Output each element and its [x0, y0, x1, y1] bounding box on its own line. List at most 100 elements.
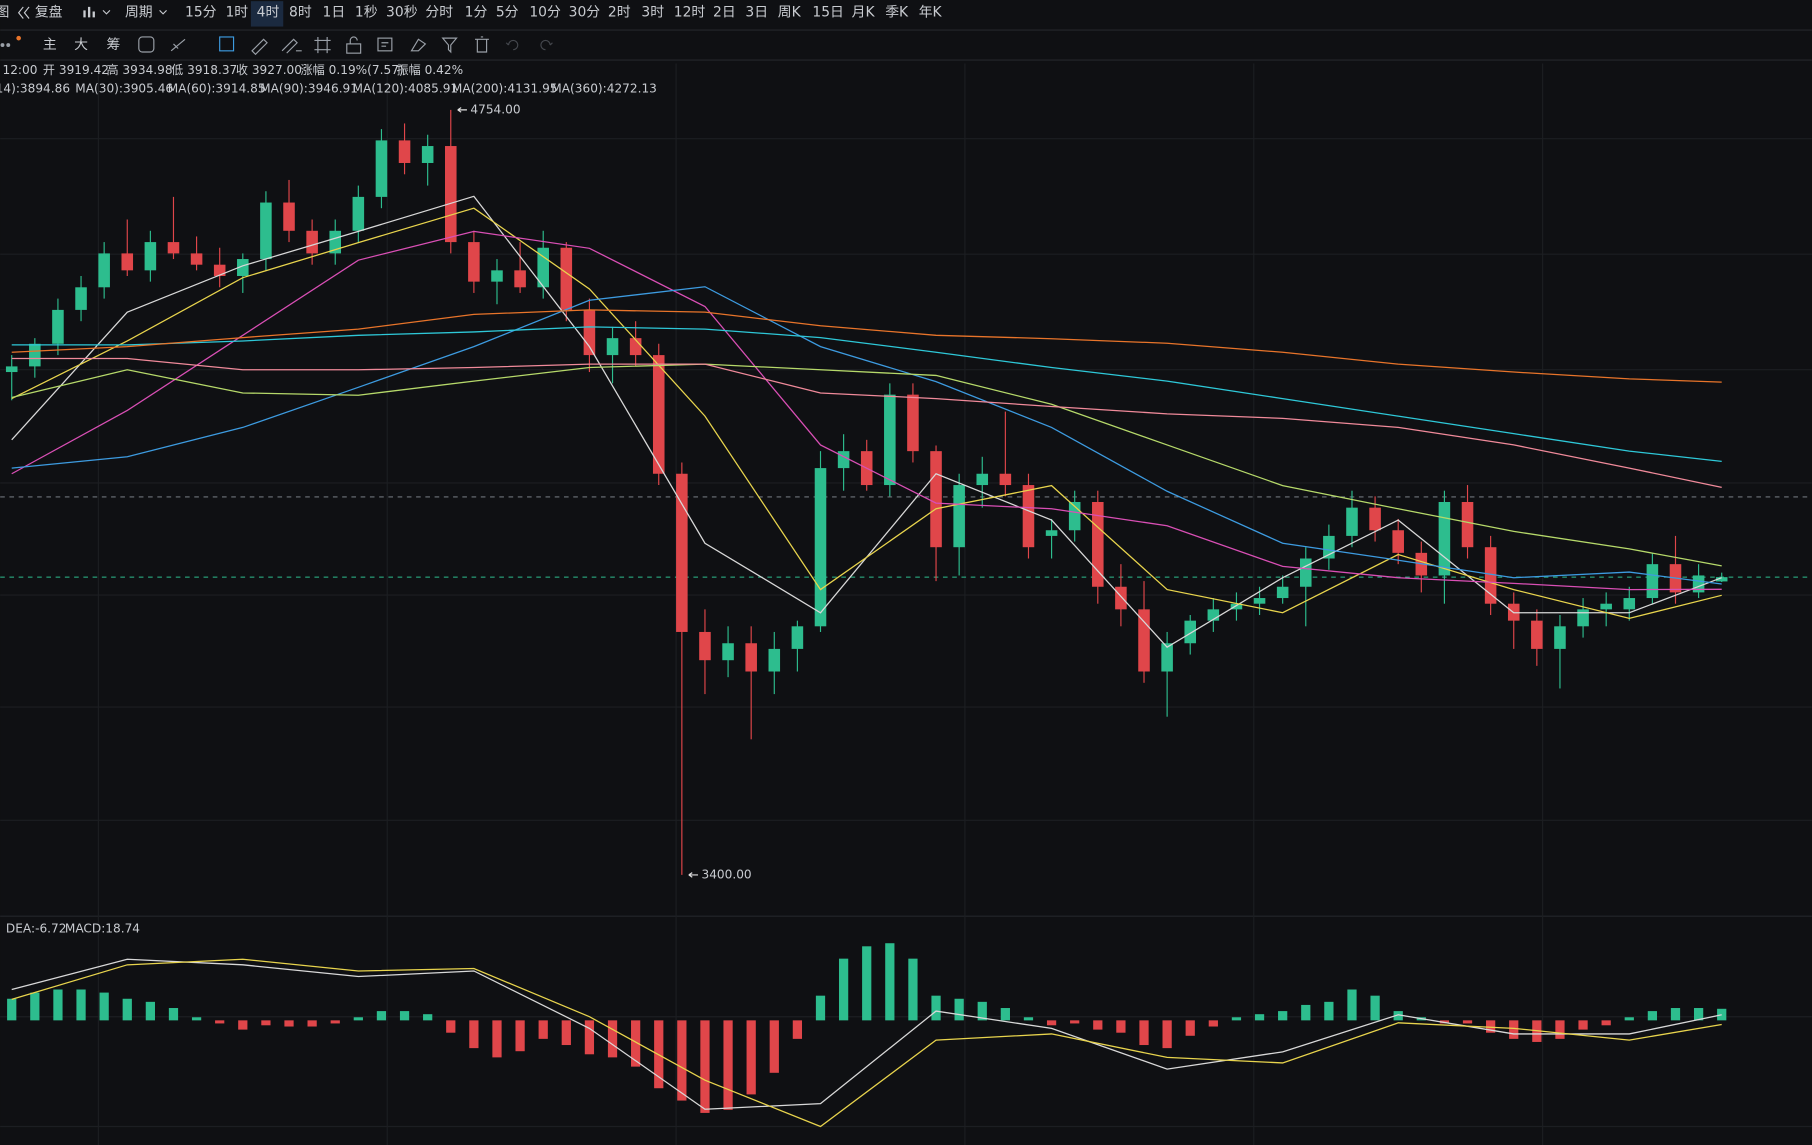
macd-bar	[1486, 1020, 1496, 1033]
candle-body	[306, 230, 318, 254]
candle-body	[768, 648, 781, 672]
indicator-button[interactable]: 大	[74, 37, 88, 53]
ma-line	[11, 207, 1722, 620]
ma-line	[11, 286, 1722, 585]
chart-type-icon[interactable]	[83, 6, 95, 18]
candle-body	[1299, 558, 1312, 587]
macd-bar	[631, 1020, 641, 1067]
macd-bar	[1624, 1017, 1634, 1021]
candle-body	[1600, 603, 1612, 610]
indicator-button[interactable]: 筹	[106, 36, 120, 53]
period-button[interactable]: 2时	[608, 5, 631, 21]
replay-button[interactable]: 复盘	[35, 4, 63, 21]
period-button[interactable]: 1秒	[355, 5, 378, 21]
extreme-arrow	[688, 872, 699, 878]
period-button[interactable]: 3时	[641, 5, 664, 21]
candle-body	[121, 253, 134, 271]
macd-bar	[30, 992, 40, 1021]
macd-bar	[607, 1020, 618, 1058]
period-button[interactable]: 15日	[812, 5, 844, 21]
macd-bar	[815, 995, 826, 1021]
period-button[interactable]: 2日	[713, 5, 736, 21]
candle-body	[1484, 547, 1497, 604]
period-highlight	[250, 1, 284, 27]
candle-body	[1346, 507, 1358, 536]
macd-bar	[492, 1020, 502, 1058]
macd-bar	[1093, 1020, 1103, 1030]
macd-bar	[1254, 1014, 1265, 1021]
period-button[interactable]: 周K	[778, 5, 802, 21]
period-button[interactable]: 分时	[425, 5, 453, 21]
extreme-label: 4754.00	[470, 102, 520, 116]
macd-legend: MACD:18.74	[65, 921, 140, 935]
period-button[interactable]: 8时	[289, 5, 312, 21]
macd-bar	[284, 1020, 294, 1027]
period-button[interactable]: 1时	[225, 5, 248, 21]
macd-bar	[1693, 1008, 1704, 1021]
macd-bar	[1139, 1020, 1149, 1046]
dropdown-arrow	[159, 9, 167, 15]
macd-bar	[1023, 1017, 1034, 1021]
ma-line	[11, 357, 1722, 488]
period-button[interactable]: 5分	[496, 5, 519, 21]
macd-bar	[7, 998, 17, 1021]
macd-bar	[584, 1020, 595, 1055]
macd-bar	[191, 1017, 202, 1021]
period-button[interactable]: 1日	[323, 5, 346, 21]
candle-body	[699, 631, 711, 661]
macd-bar	[769, 1020, 779, 1073]
candle-body	[1115, 586, 1127, 610]
candle-body	[1276, 586, 1289, 599]
macd-bar	[1370, 995, 1380, 1021]
indicator-tools: 主大筹	[43, 36, 121, 53]
candle-body	[1646, 564, 1659, 599]
menu-item[interactable]: 图	[0, 5, 9, 21]
ma-legend: MA(360):4272.13	[551, 81, 657, 95]
macd-bar	[838, 958, 849, 1021]
indicator-button[interactable]: 主	[43, 37, 57, 53]
macd-bar	[954, 998, 964, 1021]
macd-bar	[515, 1020, 525, 1052]
period-button[interactable]: 季K	[885, 5, 909, 21]
period-button[interactable]: 30分	[569, 5, 601, 21]
candle-body	[1623, 598, 1636, 610]
period-button[interactable]: 30秒	[386, 5, 418, 21]
macd-bar	[261, 1020, 271, 1026]
period-button[interactable]: 1分	[465, 5, 488, 21]
period-button[interactable]: 15分	[185, 5, 217, 21]
candle-body	[1715, 577, 1728, 582]
candle-body	[421, 146, 434, 163]
candle-body	[167, 242, 180, 254]
macd-bar	[469, 1020, 479, 1049]
price-pane: 5 12:00 开 3919.42高 3934.98低 3918.37收 3927…	[0, 62, 1812, 1128]
candle-body	[213, 264, 226, 276]
ma-legend: MA(30):3905.46	[75, 81, 173, 95]
macd-bar	[746, 1020, 756, 1095]
period-button[interactable]: 年K	[919, 5, 943, 21]
macd-bar	[1717, 1008, 1727, 1021]
period-button[interactable]: 3日	[745, 5, 768, 21]
candle-body	[1323, 535, 1335, 559]
ma-line	[11, 363, 1722, 567]
macd-line	[11, 958, 1722, 1110]
period-button[interactable]: 12时	[674, 5, 706, 21]
macd-bar	[215, 1020, 225, 1024]
macd-bar	[1046, 1020, 1057, 1026]
candle-body	[676, 473, 688, 632]
macd-bar	[1509, 1020, 1519, 1039]
macd-bar	[1231, 1017, 1242, 1021]
candle-body	[907, 394, 919, 452]
candle-body	[491, 270, 503, 282]
period-button[interactable]: 4时	[257, 5, 280, 21]
candle-body	[745, 643, 757, 672]
macd-bar	[1578, 1020, 1588, 1030]
period-button[interactable]: 10分	[529, 5, 561, 21]
ma-legend: MA(60):3914.85	[168, 81, 266, 95]
macd-bar	[145, 1001, 155, 1021]
period-button[interactable]: 月K	[852, 5, 876, 21]
candle-body	[722, 643, 734, 661]
info-item: 低 3918.37	[171, 63, 237, 77]
macd-bar	[792, 1020, 803, 1039]
period-menu[interactable]: 周期	[125, 5, 153, 21]
